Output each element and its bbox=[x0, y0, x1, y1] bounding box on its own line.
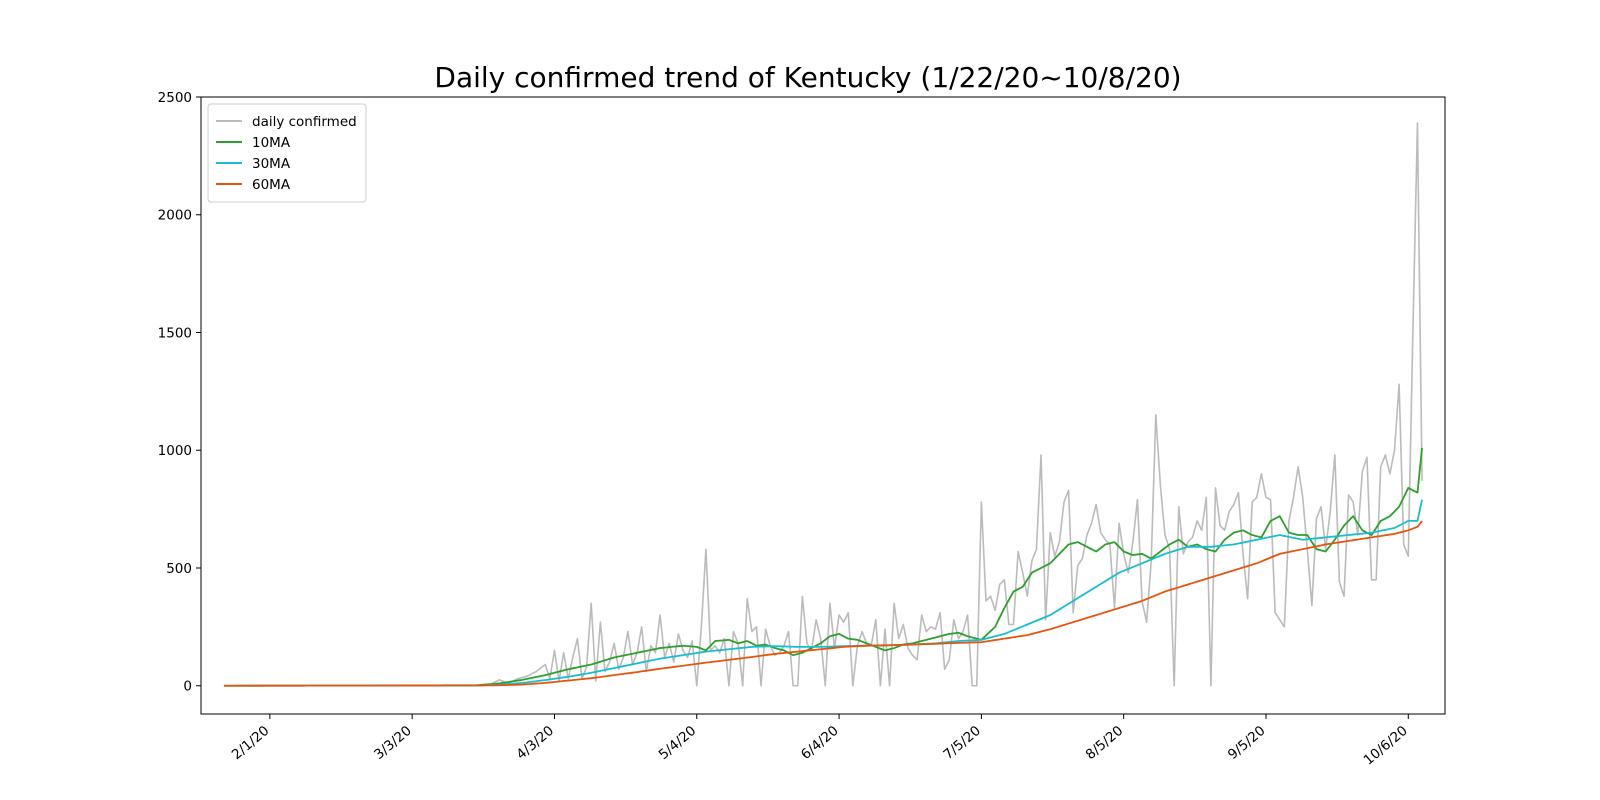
plot-area bbox=[223, 122, 1423, 687]
legend-label: 10MA bbox=[252, 135, 291, 151]
y-tick-label: 0 bbox=[183, 679, 192, 695]
y-tick-label: 2000 bbox=[158, 208, 192, 224]
x-tick-label: 10/6/20 bbox=[1361, 723, 1411, 769]
y-tick-label: 1000 bbox=[158, 443, 192, 459]
series-line-daily-confirmed bbox=[223, 122, 1423, 687]
x-tick-label: 8/5/20 bbox=[1083, 723, 1127, 763]
y-tick-label: 500 bbox=[166, 561, 192, 577]
x-tick-label: 9/5/20 bbox=[1225, 723, 1269, 763]
x-tick-label: 5/4/20 bbox=[656, 723, 700, 763]
legend-label: 60MA bbox=[252, 177, 291, 193]
legend: daily confirmed 10MA 30MA 60MA bbox=[207, 103, 367, 203]
chart-title: Daily confirmed trend of Kentucky (1/22/… bbox=[434, 61, 1181, 94]
legend-label: 30MA bbox=[252, 156, 291, 172]
y-tick-label: 1500 bbox=[158, 325, 192, 341]
x-tick-label: 3/3/20 bbox=[371, 723, 415, 763]
series-line-60ma bbox=[223, 520, 1423, 687]
x-tick-label: 7/5/20 bbox=[940, 723, 984, 763]
x-tick-label: 2/1/20 bbox=[229, 723, 273, 763]
plot-frame bbox=[200, 96, 1446, 715]
x-tick-label: 4/3/20 bbox=[513, 723, 557, 763]
legend-label: daily confirmed bbox=[252, 114, 357, 130]
legend-box bbox=[207, 103, 367, 203]
y-tick-label: 2500 bbox=[158, 90, 192, 106]
x-tick-label: 6/4/20 bbox=[798, 723, 842, 763]
